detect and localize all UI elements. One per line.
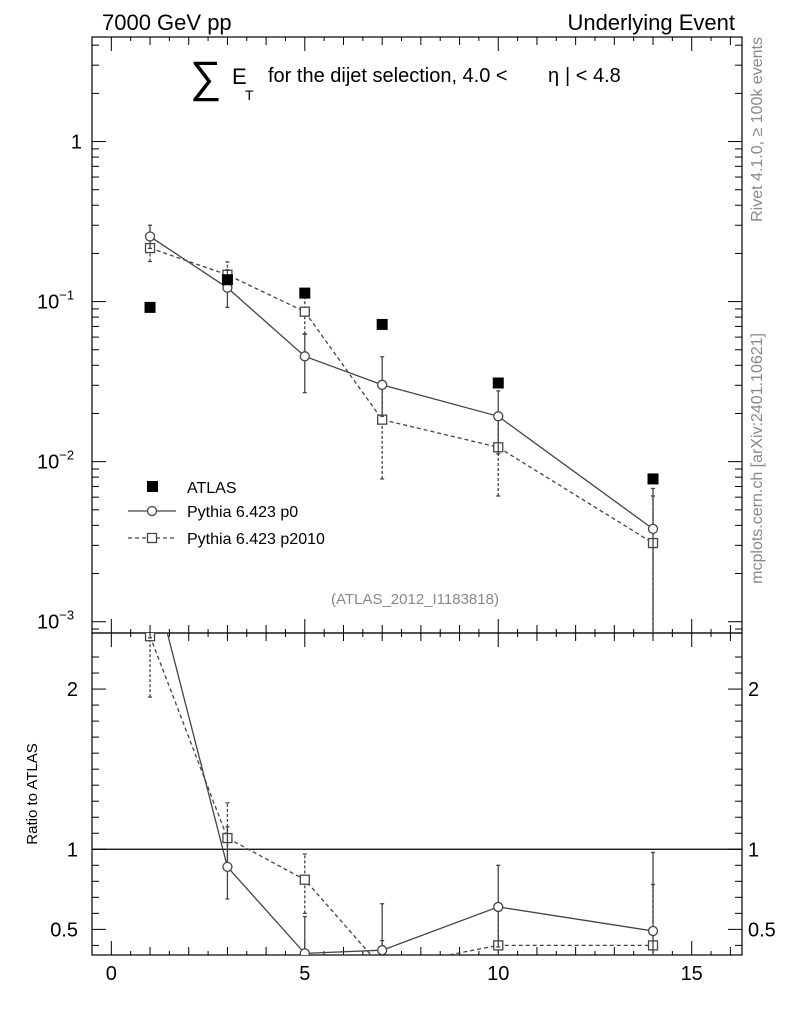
ratio-p0-point xyxy=(493,901,504,913)
p0-point xyxy=(144,231,156,242)
title-t: T xyxy=(245,87,254,103)
title-e: E xyxy=(232,64,247,89)
mcplots-label: mcplots.cern.ch [arXiv:2401.10621] xyxy=(749,333,766,584)
chart-title: ∑ E T for the dijet selection, 4.0 < η |… xyxy=(190,53,621,103)
main-y-labels: 1 10−1 10−2 10−3 xyxy=(37,132,82,634)
y-tick-base: 10 xyxy=(37,292,59,314)
ratio-y-tick-0.5: 0.5 xyxy=(50,919,78,941)
legend-p0-marker xyxy=(146,505,158,517)
legend-atlas-marker xyxy=(147,481,158,492)
atlas-point xyxy=(299,287,311,299)
ratio-p0-point xyxy=(146,561,155,570)
p0-point xyxy=(647,523,659,535)
atlas-point xyxy=(647,473,659,485)
ratio-panel-frame xyxy=(91,632,743,956)
x-axis-labels: 0 5 10 15 xyxy=(106,963,703,985)
ratio-p0-point xyxy=(222,861,233,873)
atlas-point xyxy=(492,377,504,389)
y-tick-exp: −3 xyxy=(59,608,74,623)
y-tick-exp: −2 xyxy=(59,448,74,463)
y-tick-label-1e-3: 10−3 xyxy=(37,608,74,634)
ratio-p2010-point xyxy=(378,963,387,972)
header-right: Underlying Event xyxy=(567,10,735,35)
ratio-p0-point xyxy=(377,945,388,955)
ratio-y-tick-1: 1 xyxy=(67,839,78,861)
atlas-point xyxy=(144,301,156,313)
y-tick-exp: −1 xyxy=(59,288,74,303)
ratio-p0-point xyxy=(647,925,659,937)
title-text: for the dijet selection, 4.0 < xyxy=(268,65,508,87)
title-sum-symbol: ∑ xyxy=(190,53,221,102)
ratio-axis-ticks xyxy=(92,633,742,955)
ratio-p2010-point xyxy=(299,874,310,885)
ratio-y-tick-right-0.5: 0.5 xyxy=(748,919,776,941)
legend: ATLAS Pythia 6.423 p0 Pythia 6.423 p2010 xyxy=(128,480,325,548)
main-plot-marks xyxy=(144,224,659,633)
atlas-point xyxy=(376,318,388,330)
title-text2: | < 4.8 xyxy=(565,65,621,87)
ratio-p0-point xyxy=(299,948,310,955)
legend-p2010-marker xyxy=(146,532,158,544)
ratio-p0-line xyxy=(166,633,654,955)
header-left: 7000 GeV pp xyxy=(102,10,232,35)
p2010-line xyxy=(149,247,654,544)
y-tick-base: 10 xyxy=(37,452,59,474)
atlas-point xyxy=(221,274,233,286)
y-tick-base: 10 xyxy=(37,612,59,634)
x-tick-10: 10 xyxy=(487,963,509,985)
ratio-y-labels: 0.5 1 2 0.5 1 2 xyxy=(50,679,776,941)
x-tick-5: 5 xyxy=(299,963,310,985)
analysis-tag: (ATLAS_2012_I1183818) xyxy=(331,591,499,608)
y-tick-label-1e-1: 10−1 xyxy=(37,288,74,314)
p0-point xyxy=(493,411,504,422)
p2010-point xyxy=(299,306,310,317)
legend-p0-label: Pythia 6.423 p0 xyxy=(187,504,298,521)
x-tick-0: 0 xyxy=(106,963,117,985)
ratio-y-tick-right-1: 1 xyxy=(748,839,759,861)
ratio-y-tick-right-2: 2 xyxy=(748,679,759,701)
ratio-p2010-line xyxy=(149,635,654,955)
legend-p2010-label: Pythia 6.423 p2010 xyxy=(187,531,325,548)
ratio-ylabel: Ratio to ATLAS xyxy=(24,743,41,844)
rivet-label: Rivet 4.1.0, ≥ 100k events xyxy=(749,37,766,222)
ratio-y-tick-2: 2 xyxy=(67,679,78,701)
y-tick-label-1: 1 xyxy=(71,132,82,154)
x-tick-15: 15 xyxy=(681,963,703,985)
p0-line xyxy=(149,235,654,530)
p0-point xyxy=(299,351,310,362)
y-tick-label-1e-2: 10−2 xyxy=(37,448,74,474)
title-eta: η xyxy=(548,65,559,87)
ratio-plot-marks xyxy=(144,561,659,972)
legend-atlas-label: ATLAS xyxy=(187,480,237,497)
p0-point xyxy=(377,379,388,390)
